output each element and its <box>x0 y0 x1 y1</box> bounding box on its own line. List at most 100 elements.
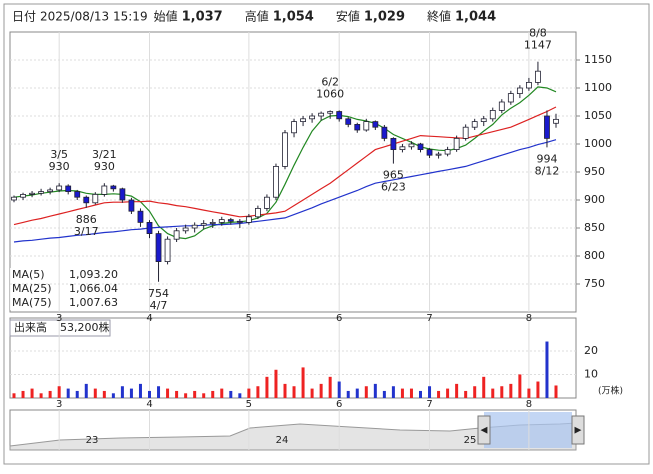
volume-bar <box>337 381 341 398</box>
header-value: 1,037 <box>182 10 223 25</box>
volume-bar <box>310 388 314 398</box>
y-tick-label: 10 <box>584 367 598 380</box>
candle-body <box>507 93 514 103</box>
candle-body <box>318 112 325 117</box>
volume-bar <box>84 383 88 398</box>
candle-body <box>381 126 388 139</box>
legend-label: MA(75) <box>12 296 52 309</box>
candle-body <box>254 207 261 218</box>
volume-bar <box>202 393 206 398</box>
volume-bar <box>518 374 522 398</box>
x-tick-label: 4 <box>146 399 152 410</box>
volume-bar <box>491 388 495 398</box>
candle-body <box>408 143 415 148</box>
volume-bar <box>184 393 188 398</box>
legend-label: MA(5) <box>12 268 45 281</box>
volume-bar <box>355 388 359 398</box>
annotation: 994 <box>536 152 557 165</box>
annotation: 754 <box>148 287 169 300</box>
candle-body <box>444 149 451 155</box>
navigator-label: 23 <box>86 435 99 446</box>
navigator-label: 25 <box>464 435 477 446</box>
volume-bar <box>554 385 558 398</box>
volume-bar <box>256 386 260 398</box>
candle-body <box>173 230 180 240</box>
handle-icon: ◀ <box>481 426 488 436</box>
x-tick-label: 6 <box>336 399 342 410</box>
candle-body <box>155 233 162 263</box>
candle-body <box>245 216 252 223</box>
candle-body <box>336 111 343 120</box>
volume-bar <box>238 393 242 398</box>
candle-body <box>498 101 505 111</box>
navigator-selection[interactable] <box>484 412 572 448</box>
volume-bar <box>373 383 377 398</box>
frame <box>3 3 650 465</box>
candle-body <box>164 238 171 262</box>
y-tick-label: 800 <box>584 249 605 262</box>
annotation: 6/2 <box>321 75 339 88</box>
candle-body <box>435 153 442 156</box>
volume-bar <box>527 388 531 398</box>
candle-body <box>544 115 550 139</box>
header-label: 始値 <box>154 9 178 24</box>
volume-bar <box>319 383 323 398</box>
volume-bar <box>364 386 368 398</box>
candle-body <box>417 143 424 150</box>
x-tick-label: 3 <box>56 313 62 324</box>
volume-bar <box>292 386 296 398</box>
annotation: 930 <box>49 160 70 173</box>
candle-body <box>363 121 370 131</box>
header-value: 1,029 <box>364 10 405 25</box>
navigator-label: 24 <box>276 435 289 446</box>
annotation: 3/21 <box>92 148 117 161</box>
volume-bar <box>211 390 215 398</box>
x-tick-label: 7 <box>426 399 432 410</box>
candle-body <box>300 118 306 123</box>
candle-body <box>354 124 361 131</box>
y-tick-label: 750 <box>584 277 605 290</box>
volume-bar <box>75 390 79 398</box>
moving-average-line <box>13 139 557 243</box>
volume-bar <box>473 386 477 398</box>
volume-bar <box>157 386 161 398</box>
volume-bar <box>102 390 106 398</box>
candle-body <box>137 210 144 223</box>
annotation: 930 <box>94 160 115 173</box>
candle-body <box>119 188 126 201</box>
volume-bar <box>66 388 70 398</box>
annotation: 886 <box>76 213 97 226</box>
annotation: 8/8 <box>529 27 547 40</box>
volume-bar <box>301 367 305 398</box>
volume-bar <box>419 390 422 398</box>
legend-box <box>10 268 120 310</box>
candle-body <box>426 149 433 156</box>
volume-bar <box>382 390 386 398</box>
candle-body <box>282 132 288 167</box>
candle-body <box>47 189 54 192</box>
volume-bar <box>120 386 124 398</box>
candle-body <box>489 110 496 120</box>
annotation: 1060 <box>316 87 344 100</box>
navigator-handle-left[interactable] <box>477 415 491 445</box>
volume-bar <box>455 383 459 398</box>
candle-body <box>471 121 478 128</box>
header-label: 安値 <box>336 9 360 24</box>
x-tick-label: 8 <box>526 399 532 410</box>
candle-body <box>65 185 72 192</box>
handle-icon: ▶ <box>575 426 582 436</box>
legend-value: 1,007.63 <box>69 296 118 309</box>
volume-bar <box>265 376 269 398</box>
navigator-handle-right[interactable] <box>571 415 585 445</box>
candle-body <box>191 224 198 229</box>
volume-bar <box>409 388 413 398</box>
candle-body <box>309 115 316 120</box>
volume-bar <box>229 390 233 398</box>
y-tick-label: 950 <box>584 165 605 178</box>
annotation: 8/12 <box>535 164 560 177</box>
annotation: 4/7 <box>150 299 168 312</box>
candle-body <box>182 227 189 232</box>
x-tick-label: 6 <box>336 313 342 324</box>
